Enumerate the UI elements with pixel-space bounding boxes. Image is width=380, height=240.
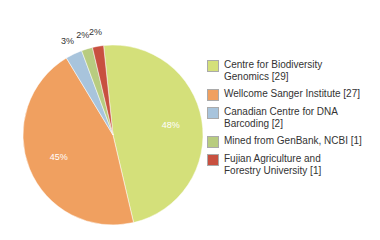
html-text:Fujian Agriculture and: Fujian Agriculture and — [224, 152, 321, 164]
svg-text:2%: 2% — [76, 30, 89, 40]
svg-text:3%: 3% — [61, 36, 74, 46]
svg-text:45%: 45% — [50, 152, 68, 162]
svg-text:48%: 48% — [162, 120, 180, 130]
html-text:Barcoding [2]: Barcoding [2] — [224, 117, 283, 129]
html-text:Genomics [29]: Genomics [29] — [224, 70, 289, 82]
svg-text:2%: 2% — [89, 27, 102, 37]
html-text:Canadian Centre for DNA: Canadian Centre for DNA — [224, 105, 338, 117]
html-text:Wellcome Sanger Institute [27]: Wellcome Sanger Institute [27] — [224, 87, 360, 99]
html-text:Mined from GenBank, NCBI [1]: Mined from GenBank, NCBI [1] — [224, 134, 362, 146]
html-text:Centre for Biodiversity: Centre for Biodiversity — [224, 58, 323, 70]
html-text:Forestry University [1]: Forestry University [1] — [224, 164, 322, 176]
